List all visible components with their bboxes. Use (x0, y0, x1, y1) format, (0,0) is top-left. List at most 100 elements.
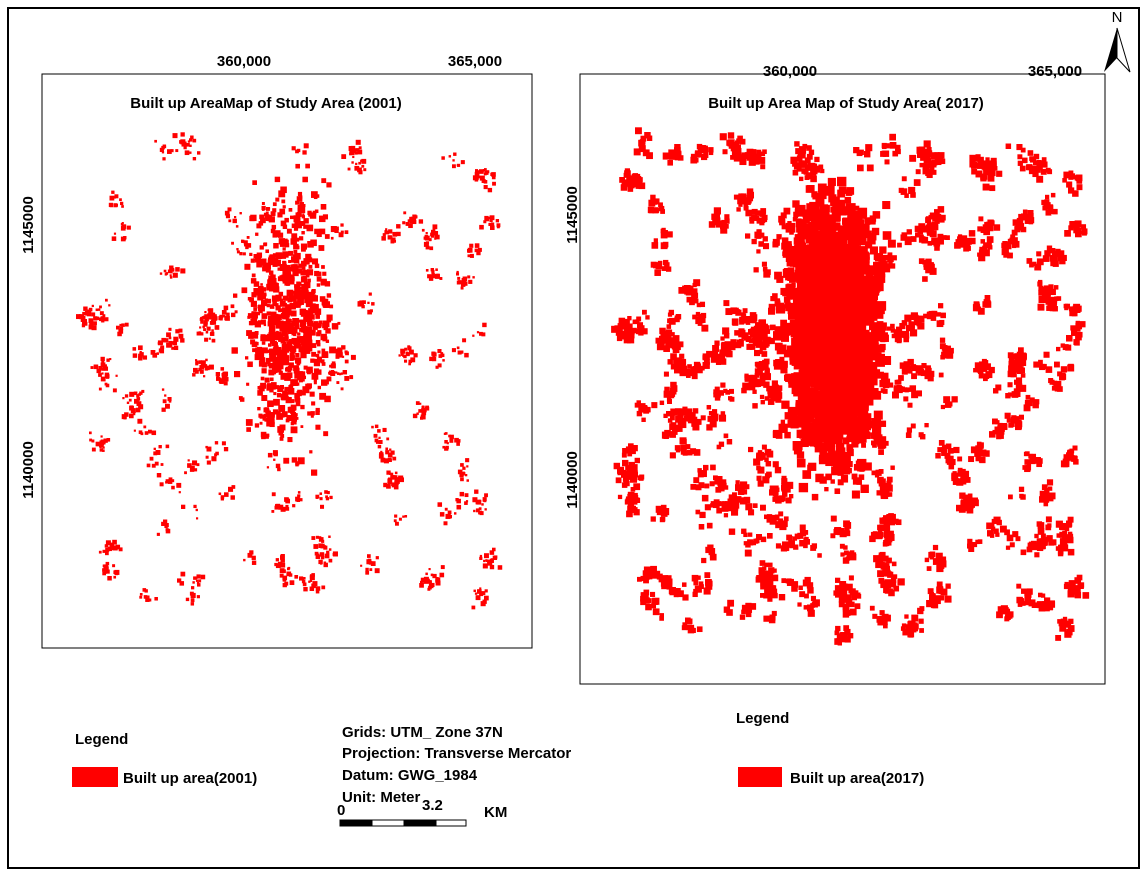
built-up-patch (186, 598, 189, 601)
built-up-patch (818, 184, 827, 193)
built-up-patch (1027, 547, 1033, 553)
built-up-patch (635, 127, 642, 134)
built-up-patch (833, 241, 842, 250)
built-up-patch (983, 170, 988, 175)
built-up-patch (307, 311, 313, 317)
built-up-patch (321, 359, 325, 363)
built-up-patch (203, 375, 205, 377)
built-up-patch (302, 213, 304, 215)
built-up-patch (322, 272, 326, 276)
built-up-patch (797, 451, 804, 458)
built-up-patch (792, 200, 799, 207)
built-up-patch (290, 580, 295, 585)
built-up-patch (805, 373, 814, 382)
built-up-patch (273, 459, 275, 461)
built-up-patch (258, 305, 261, 308)
built-up-patch (490, 225, 495, 230)
built-up-patch (1063, 461, 1070, 468)
built-up-patch (281, 200, 285, 204)
built-up-patch (460, 463, 464, 467)
built-up-patch (185, 150, 190, 155)
built-up-patch (425, 573, 427, 575)
built-up-patch (321, 586, 325, 590)
built-up-patch (667, 324, 672, 329)
built-up-patch (278, 309, 281, 312)
built-up-patch (121, 237, 126, 242)
built-up-patch (714, 207, 721, 214)
built-up-patch (243, 252, 246, 255)
built-up-patch (283, 458, 289, 464)
built-up-patch (880, 552, 886, 558)
built-up-patch (96, 317, 99, 320)
built-up-patch (270, 304, 275, 309)
built-up-patch (447, 514, 451, 518)
built-up-patch (168, 328, 171, 331)
built-up-patch (101, 435, 103, 437)
built-up-patch (304, 282, 311, 289)
built-up-patch (202, 326, 205, 329)
built-up-patch (97, 369, 101, 373)
built-up-patch (207, 327, 211, 331)
built-up-patch (472, 335, 474, 337)
built-up-patch (416, 401, 420, 405)
built-up-patch (779, 594, 785, 600)
built-up-patch (340, 233, 342, 235)
built-up-patch (295, 461, 299, 465)
built-up-patch (390, 475, 394, 479)
built-up-patch (292, 504, 295, 507)
built-up-patch (333, 553, 336, 556)
built-up-patch (311, 536, 315, 540)
built-up-patch (309, 323, 312, 326)
built-up-patch (276, 331, 278, 333)
built-up-patch (843, 393, 849, 399)
built-up-patch (720, 227, 727, 234)
built-up-patch (840, 461, 848, 469)
built-up-patch (472, 606, 476, 610)
built-up-patch (138, 354, 143, 359)
built-up-patch (307, 211, 311, 215)
built-up-patch (192, 373, 195, 376)
built-up-patch (460, 478, 464, 482)
built-up-patch (818, 165, 823, 170)
built-up-patch (282, 576, 287, 581)
built-up-patch (141, 390, 144, 393)
built-up-patch (479, 332, 483, 336)
built-up-patch (108, 304, 110, 306)
built-up-patch (457, 164, 459, 166)
built-up-patch (297, 332, 300, 335)
built-up-patch (872, 390, 877, 395)
built-up-patch (249, 216, 254, 221)
built-up-patch (367, 554, 371, 558)
built-up-patch (300, 336, 307, 343)
built-up-patch (280, 253, 286, 259)
built-up-patch (388, 229, 392, 233)
built-up-patch (296, 212, 300, 216)
built-up-patch (286, 419, 290, 423)
built-up-patch (279, 335, 281, 337)
built-up-patch (83, 307, 87, 311)
built-up-patch (682, 594, 688, 600)
built-up-patch (301, 244, 307, 250)
built-up-patch (275, 358, 278, 361)
built-up-patch (419, 219, 423, 223)
built-up-patch (103, 564, 108, 569)
built-up-patch (152, 353, 157, 358)
built-up-patch (668, 313, 672, 317)
built-up-patch (365, 571, 369, 575)
built-up-patch (280, 437, 284, 441)
built-up-patch (461, 160, 465, 164)
built-up-patch (303, 583, 307, 587)
built-up-patch (122, 397, 124, 399)
built-up-patch (273, 392, 276, 395)
built-up-patch (280, 385, 284, 389)
built-up-patch (467, 250, 470, 253)
built-up-patch (106, 359, 109, 362)
built-up-patch (634, 148, 641, 155)
built-up-patch (314, 381, 317, 384)
built-up-patch (295, 296, 298, 299)
built-up-patch (108, 547, 112, 551)
built-up-patch (148, 430, 152, 434)
built-up-patch (293, 339, 297, 343)
built-up-patch (283, 303, 287, 307)
built-up-patch (249, 253, 252, 256)
